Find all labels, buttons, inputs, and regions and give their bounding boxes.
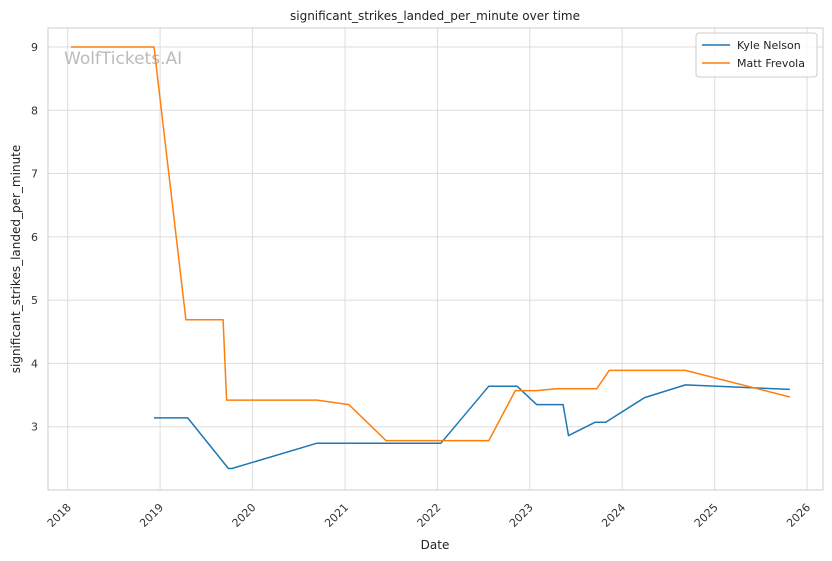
y-tick-labels: 3 4 5 6 7 8 9 [31,41,38,434]
chart-title: significant_strikes_landed_per_minute ov… [290,9,580,23]
plot-frame [47,27,824,491]
legend-box [695,32,818,78]
y-tick-label: 7 [31,168,38,181]
series-line-matt-frevola [71,46,791,442]
y-tick-label: 4 [31,357,38,370]
y-tick-label: 9 [31,41,38,54]
y-tick-label: 8 [31,104,38,117]
y-tick-label: 6 [31,231,38,244]
series-lines [71,46,791,470]
legend-label: Matt Frevola [737,57,805,70]
y-axis-label: significant_strikes_landed_per_minute [9,145,23,374]
watermark: WolfTickets.AI [64,49,182,69]
legend-label: Kyle Nelson [737,39,801,52]
y-tick-label: 3 [31,421,38,434]
y-tick-label: 5 [31,294,38,307]
series-line-kyle-nelson [154,384,790,470]
x-axis-label: Date [421,538,450,552]
grid [48,28,823,490]
legend: Kyle Nelson Matt Frevola [695,32,818,78]
